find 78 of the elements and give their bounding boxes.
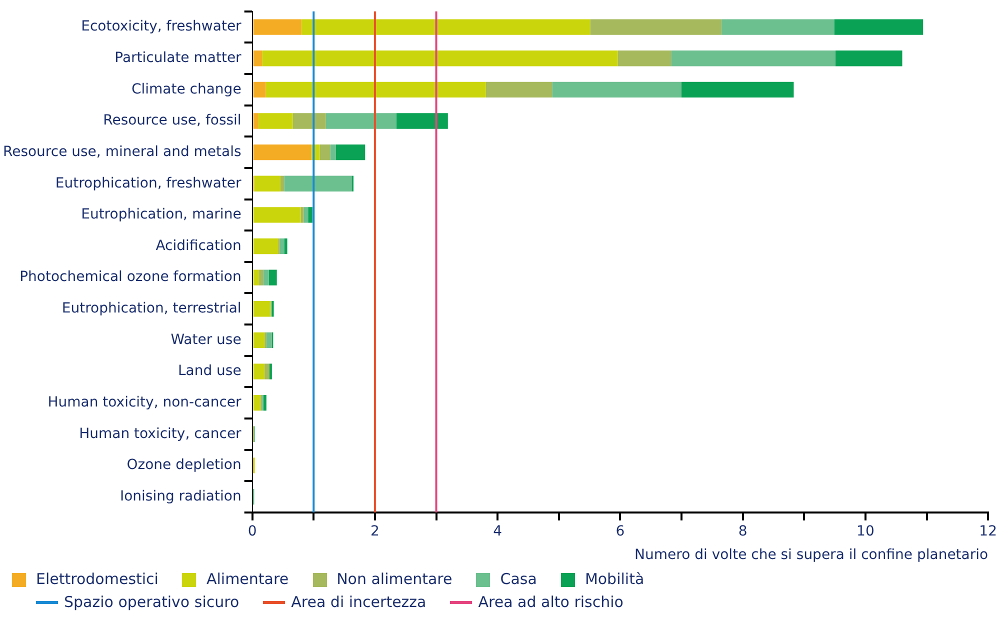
bar (618, 50, 672, 66)
y-tick-label: Particulate matter (114, 50, 242, 66)
bar (308, 207, 312, 223)
y-tick-label: Eutrophication, freshwater (55, 175, 242, 192)
bar (300, 207, 304, 223)
y-tick-label: Eutrophication, marine (81, 206, 242, 223)
bar (253, 332, 265, 348)
bar (336, 144, 366, 160)
bar (253, 19, 302, 35)
bar (721, 19, 834, 35)
bar (671, 50, 836, 66)
legend-label: Spazio operativo sicuro (64, 593, 240, 611)
x-tick-label: 2 (370, 523, 380, 540)
bar (253, 50, 262, 66)
y-tick-label: Ecotoxicity, freshwater (81, 18, 242, 35)
bar (330, 144, 336, 160)
bar (266, 82, 486, 98)
bar (253, 82, 266, 98)
bar (253, 207, 301, 223)
bar (280, 238, 284, 254)
legend-label: Alimentare (206, 570, 289, 588)
y-tick-label: Resource use, fossil (103, 112, 242, 129)
bar (253, 113, 258, 129)
bar (268, 270, 277, 286)
bar (292, 113, 326, 129)
x-tick-label: 10 (856, 523, 874, 540)
bar (590, 19, 722, 35)
y-tick-label: Land use (178, 363, 242, 380)
bar (259, 270, 264, 286)
bar (835, 50, 902, 66)
y-tick-label: Ozone depletion (126, 457, 242, 474)
y-tick-label: Photochemical ozone formation (20, 269, 242, 286)
bar (486, 82, 552, 98)
bar (552, 82, 682, 98)
bar (253, 301, 271, 317)
bar (682, 82, 794, 98)
bar (320, 144, 330, 160)
legend-label: Mobilità (584, 570, 644, 588)
bar (280, 176, 284, 192)
bar (254, 176, 281, 192)
bar (253, 144, 312, 160)
x-tick-label: 8 (738, 523, 748, 540)
bar (326, 113, 396, 129)
bar (253, 394, 260, 411)
legend-label: Elettrodomestici (36, 570, 158, 588)
bar (284, 238, 288, 254)
y-tick-label: Acidification (156, 238, 242, 254)
x-tick-label: 0 (248, 523, 257, 540)
bar (284, 176, 352, 192)
bar (258, 113, 293, 129)
x-tick-label: 12 (979, 523, 998, 540)
bar (834, 19, 924, 35)
y-tick-label: Climate change (131, 81, 242, 98)
y-tick-label: Eutrophication, terrestrial (62, 300, 242, 317)
y-tick-label: Human toxicity, non-cancer (48, 394, 242, 410)
bar (253, 270, 260, 286)
x-axis-title: Numero di volte che si supera il confine planetario (634, 547, 988, 564)
y-tick-label: Ionising radiation (120, 488, 242, 504)
x-tick-label: 4 (493, 523, 502, 540)
bar (262, 50, 618, 66)
bar (266, 332, 272, 348)
bar (263, 270, 269, 286)
bar (264, 364, 270, 380)
legend-label: Non alimentare (336, 570, 452, 588)
bar (253, 238, 278, 254)
bar (304, 207, 308, 223)
bar (269, 364, 272, 380)
legend-label: Area di incertezza (291, 593, 426, 611)
legend-label: Casa (500, 570, 537, 588)
bar (396, 113, 448, 129)
y-tick-label: Resource use, mineral and metals (2, 144, 242, 160)
legend-label: Area ad alto rischio (478, 593, 624, 611)
bar (253, 364, 265, 380)
bar (263, 394, 266, 411)
y-tick-label: Water use (170, 332, 242, 348)
x-tick-label: 6 (616, 523, 625, 540)
y-tick-label: Human toxicity, cancer (79, 426, 242, 442)
bar (301, 19, 590, 35)
